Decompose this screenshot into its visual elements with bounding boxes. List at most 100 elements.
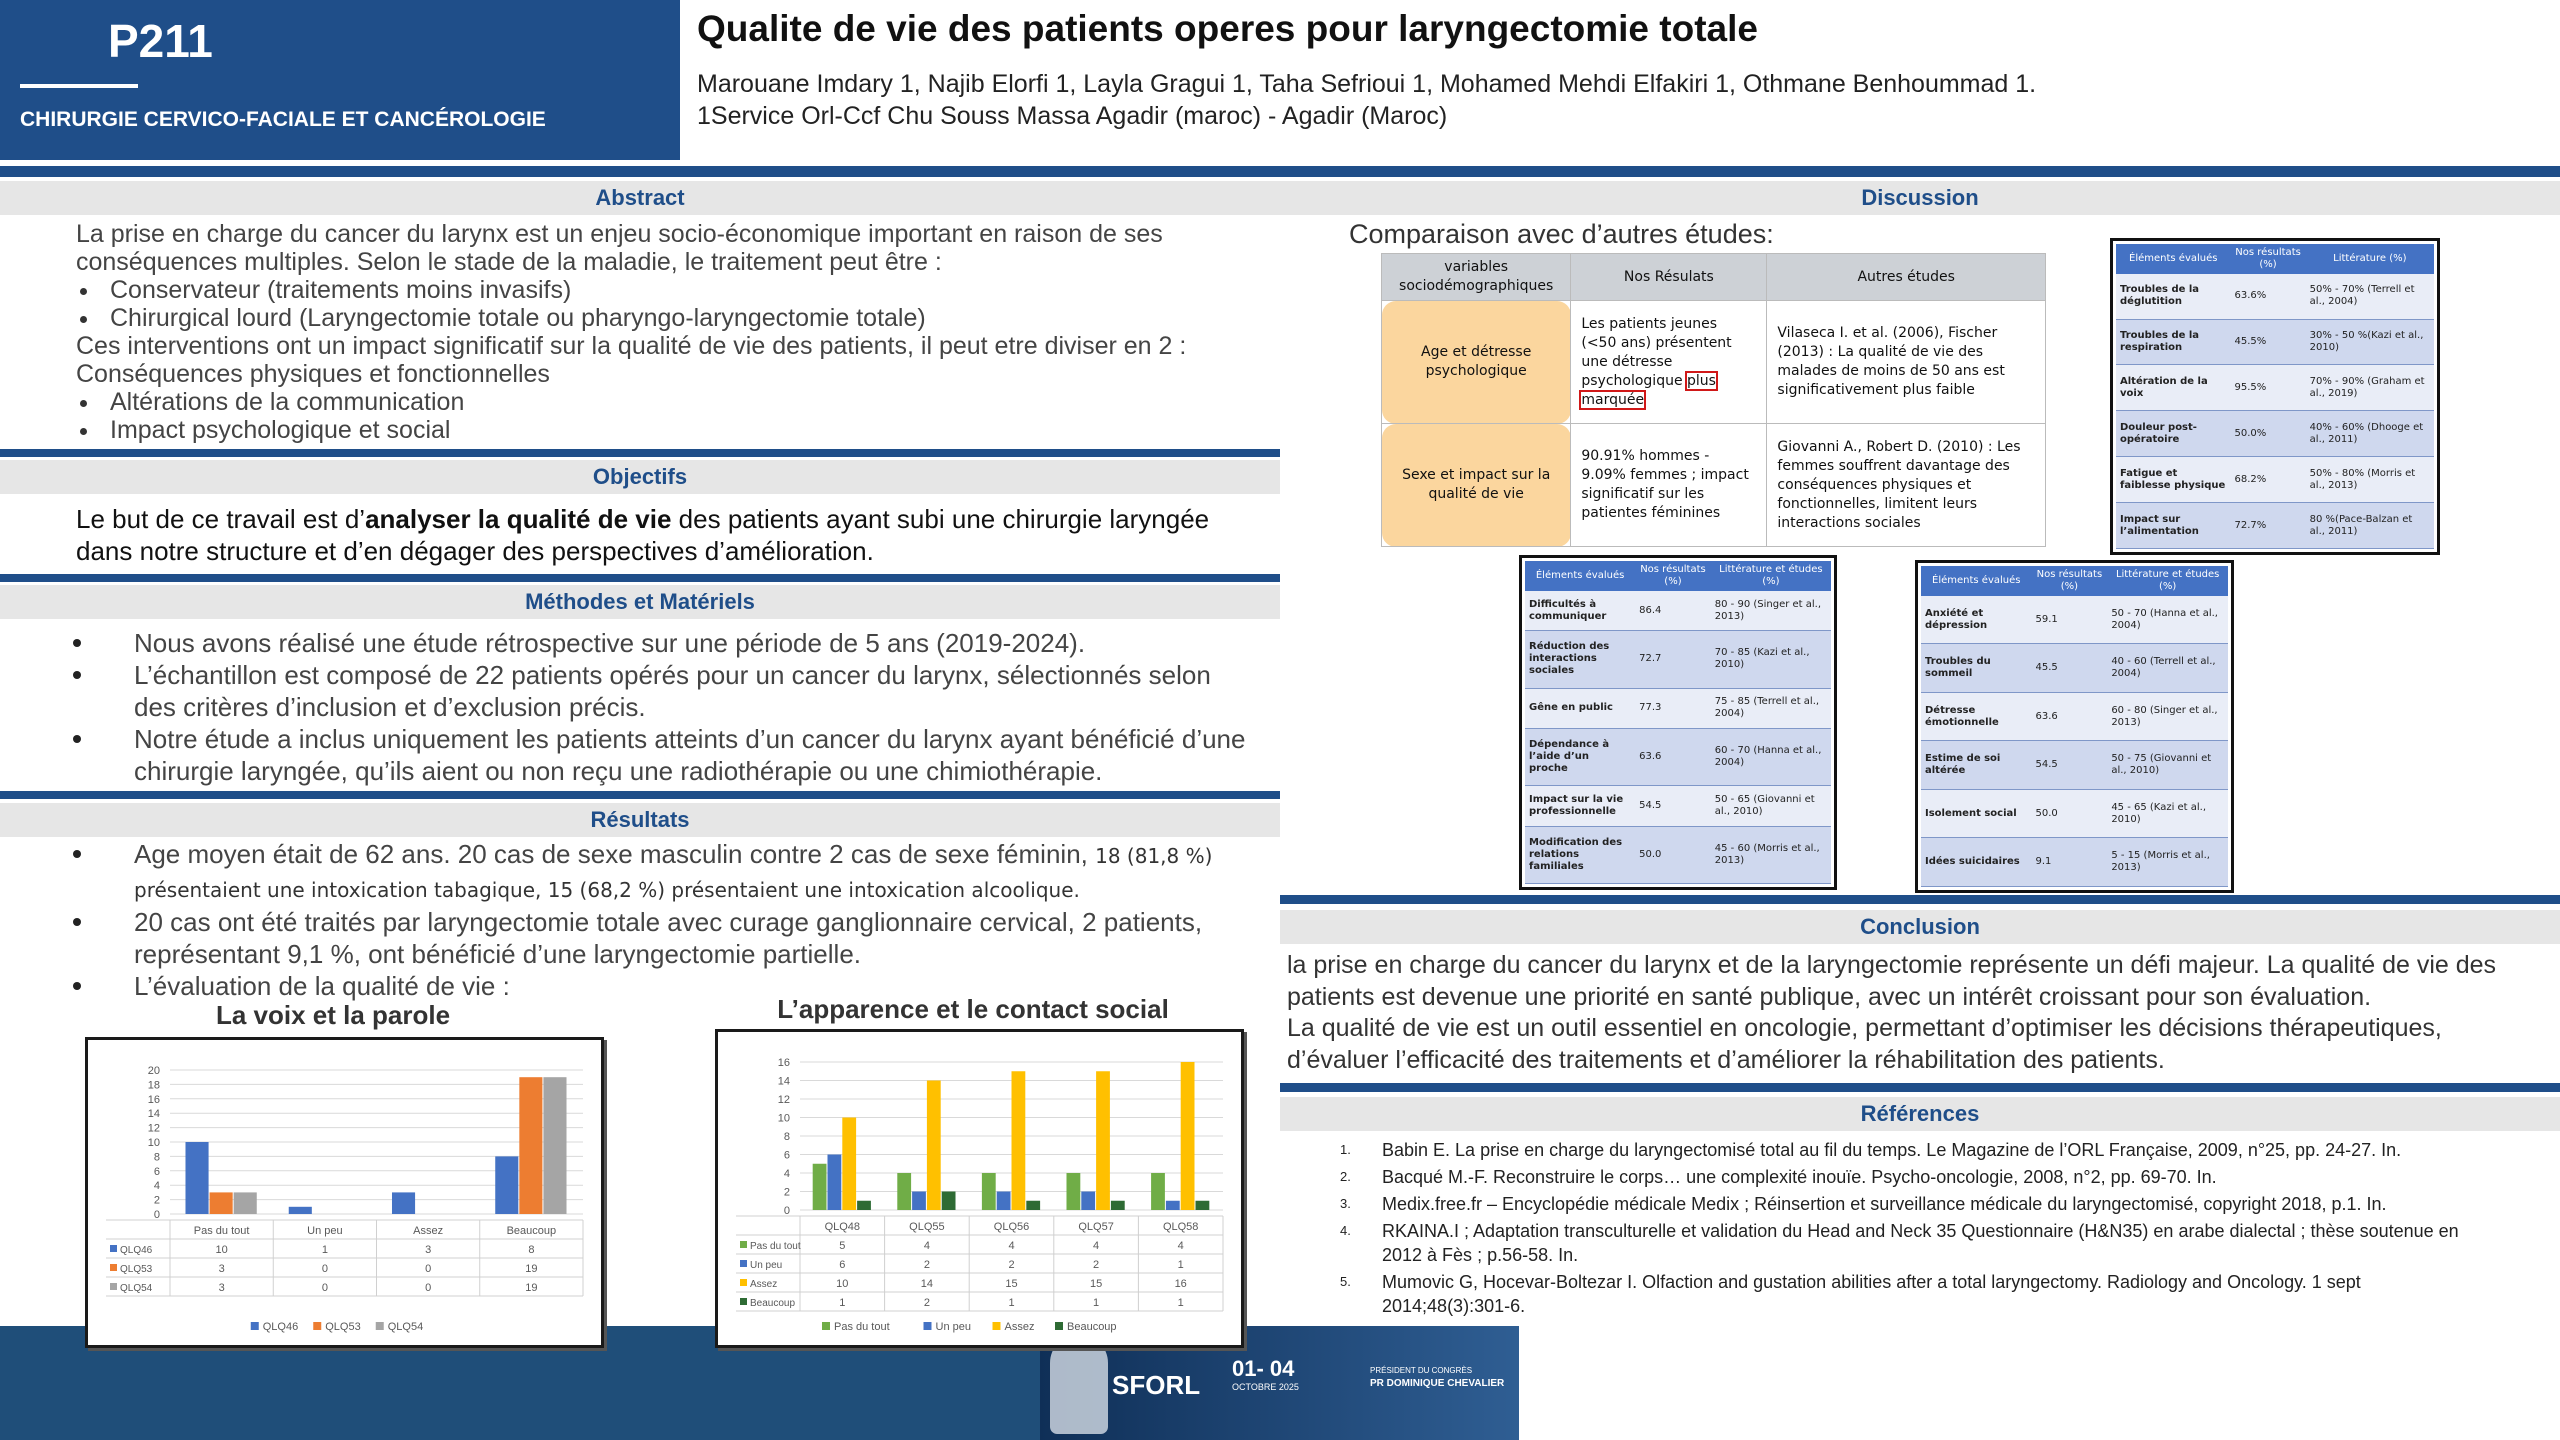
bullet-item: Altérations de la communication bbox=[76, 388, 1276, 416]
table-row: Douleur post-opératoire 50.0% 40% - 60% (D… bbox=[2116, 410, 2434, 458]
table-cell: Estime de soi altérée bbox=[1921, 740, 2032, 790]
y-tick-label: 4 bbox=[784, 1168, 790, 1180]
table-cell: Giovanni A., Robert D. (2010) : Les femm… bbox=[1766, 423, 2046, 547]
data-label: 15 bbox=[1090, 1278, 1102, 1290]
x-tick-label: QLQ58 bbox=[1163, 1221, 1198, 1233]
table-cell: Troubles du sommeil bbox=[1921, 643, 2032, 693]
legend-swatch bbox=[992, 1322, 1001, 1330]
legend-swatch bbox=[110, 1283, 117, 1290]
table-row: Age et détresse psychologique Les patient… bbox=[1380, 300, 2046, 424]
table-cell: 45.5% bbox=[2230, 319, 2306, 366]
table-cell: 45.5 bbox=[2031, 643, 2108, 693]
table-row: Anxiété et dépression 59.1 50 - 70 (Hanna … bbox=[1921, 596, 2228, 645]
reference: 1. Babin E. La prise en charge du larynge… bbox=[1340, 1138, 2490, 1162]
section-heading: Objectifs bbox=[0, 460, 1280, 494]
logo-president-label: PRÉSIDENT DU CONGRÈS bbox=[1370, 1366, 1473, 1375]
table-header: Littérature (%) bbox=[2305, 244, 2434, 274]
table-cell: 86.4 bbox=[1635, 591, 1711, 632]
table-cell: 59.1 bbox=[2031, 596, 2108, 645]
table-series-name: Pas du tout bbox=[750, 1241, 801, 1252]
y-tick-label: 2 bbox=[154, 1195, 160, 1207]
table-series-name: QLQ54 bbox=[120, 1283, 153, 1294]
chart-title: La voix et la parole bbox=[215, 1000, 451, 1030]
data-label: 2 bbox=[1008, 1259, 1014, 1271]
data-label: 19 bbox=[525, 1263, 537, 1275]
poster-code: P211 bbox=[108, 15, 213, 67]
data-label: 6 bbox=[839, 1259, 845, 1271]
bullet-item: Chirurgical lourd (Laryngectomie totale … bbox=[76, 304, 1276, 332]
legend-label: QLQ54 bbox=[388, 1321, 423, 1333]
data-label: 1 bbox=[1178, 1297, 1184, 1309]
y-tick-label: 4 bbox=[154, 1180, 160, 1192]
data-label: 3 bbox=[219, 1282, 225, 1294]
table-series-name: Un peu bbox=[750, 1260, 782, 1271]
table-cell: 50.0 bbox=[2031, 789, 2108, 839]
table-header: Littérature et études (%) bbox=[1710, 561, 1831, 591]
header-box: P211 CHIRURGIE CERVICO-FACIALE ET CANCÉR… bbox=[0, 0, 680, 160]
legend-swatch bbox=[110, 1245, 117, 1252]
table-cell: Impact sur l’alimentation bbox=[2116, 502, 2231, 549]
table-row: Estime de soi altérée 54.5 50 - 75 (Giovan… bbox=[1921, 740, 2228, 790]
y-tick-label: 16 bbox=[148, 1094, 160, 1106]
table-row: Sexe et impact sur la qualité de vie 90.9… bbox=[1380, 423, 2046, 547]
reference-text: RKAINA.I ; Adaptation transculturelle et… bbox=[1382, 1221, 2459, 1265]
table-cell: 72.7% bbox=[2230, 502, 2306, 549]
bullet-item: Nous avons réalisé une étude rétrospecti… bbox=[73, 627, 1253, 659]
x-tick-label: QLQ57 bbox=[1078, 1221, 1113, 1233]
reference: 3. Medix.free.fr – Encyclopédie médicale … bbox=[1340, 1192, 2490, 1216]
data-label: 14 bbox=[921, 1278, 933, 1290]
x-tick-label: QLQ48 bbox=[825, 1221, 860, 1233]
data-label: 8 bbox=[528, 1244, 534, 1256]
table-cell: 77.3 bbox=[1635, 688, 1711, 730]
reference: 5. Mumovic G, Hocevar-Boltezar I. Olfacti… bbox=[1340, 1270, 2490, 1318]
y-tick-label: 6 bbox=[784, 1150, 790, 1162]
chart-frame: 0 2 4 6 8 10 12 14 16 QLQ48 QLQ55 QLQ56 QLQ57 QLQ58 Pa… bbox=[715, 1029, 1244, 1348]
bullet-text: Conservateur (traitements moins invasifs… bbox=[110, 276, 572, 304]
table-cell: 45 - 60 (Morris et al., 2013) bbox=[1710, 826, 1831, 885]
bar bbox=[1195, 1200, 1210, 1210]
paragraph: La prise en charge du cancer du larynx e… bbox=[76, 220, 1163, 276]
y-tick-label: 16 bbox=[778, 1057, 790, 1069]
emphasis: analyser la qualité de vie bbox=[365, 504, 672, 534]
y-tick-label: 6 bbox=[154, 1166, 160, 1178]
logo-figure bbox=[1050, 1334, 1108, 1434]
data-label: 5 bbox=[839, 1240, 845, 1252]
data-label: 1 bbox=[1093, 1297, 1099, 1309]
table-cell: Gêne en public bbox=[1525, 688, 1636, 730]
results-list: Age moyen était de 62 ans. 20 cas de sex… bbox=[73, 838, 1253, 1002]
table-header-row: Éléments évalués Nos résultats (%) Littéra… bbox=[1921, 566, 2228, 596]
bullet-dot bbox=[80, 316, 87, 323]
bullet-item: Impact psychologique et social bbox=[76, 416, 1276, 444]
table-cell: 80 %(Pace-Balzan et al., 2011) bbox=[2305, 502, 2434, 549]
reference-number: 4. bbox=[1340, 1223, 1351, 1238]
data-label: 4 bbox=[1093, 1240, 1099, 1252]
bar bbox=[391, 1192, 416, 1214]
bar bbox=[926, 1080, 941, 1210]
table-row: Impact sur l’alimentation 72.7% 80 %(Pace-… bbox=[2116, 502, 2434, 549]
table-row: Fatigue et faiblesse physique 68.2% 50% - … bbox=[2116, 456, 2434, 504]
legend-swatch bbox=[740, 1298, 747, 1305]
data-label: 19 bbox=[525, 1282, 537, 1294]
table-row: Réduction des interactions sociales 72.7 7… bbox=[1525, 630, 1831, 689]
bar bbox=[827, 1154, 842, 1210]
table-row: Troubles de la déglutition 63.6% 50% - 70%… bbox=[2116, 274, 2434, 320]
table-cell: 50% - 70% (Terrell et al., 2004) bbox=[2305, 274, 2434, 320]
data-table: Éléments évalués Nos résultats (%) Littéra… bbox=[1525, 561, 1831, 885]
band bbox=[0, 791, 1280, 799]
legend-swatch bbox=[375, 1322, 384, 1330]
bullet-dot bbox=[73, 918, 81, 926]
table-cell: Anxiété et dépression bbox=[1921, 596, 2032, 645]
table-cell: Troubles de la déglutition bbox=[2116, 274, 2231, 320]
table-cell: 30% - 50 %(Kazi et al., 2010) bbox=[2305, 319, 2434, 366]
reference-text: Babin E. La prise en charge du laryngect… bbox=[1382, 1140, 2402, 1160]
table-header: Éléments évalués bbox=[1921, 566, 2032, 596]
data-label: 1 bbox=[1178, 1259, 1184, 1271]
table-cell: 9.1 bbox=[2031, 837, 2108, 887]
conclusion-text: la prise en charge du cancer du larynx e… bbox=[1287, 950, 2547, 1076]
bar bbox=[288, 1206, 312, 1214]
band bbox=[0, 574, 1280, 582]
y-tick-label: 2 bbox=[784, 1187, 790, 1199]
section-name: CHIRURGIE CERVICO-FACIALE ET CANCÉROLOGI… bbox=[20, 108, 546, 131]
section-heading: Discussion bbox=[1280, 181, 2560, 215]
x-tick-label: QLQ56 bbox=[994, 1221, 1029, 1233]
